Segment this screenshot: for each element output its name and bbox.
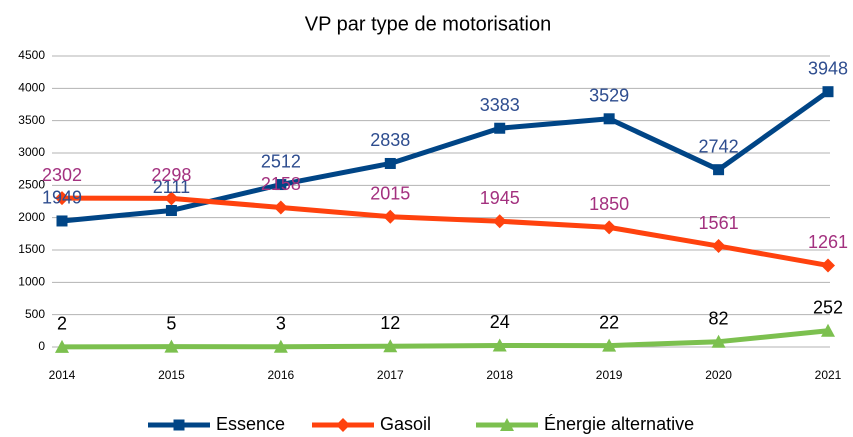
data-label: 1850 — [589, 194, 629, 214]
data-point — [165, 204, 177, 216]
data-point — [55, 191, 69, 206]
x-tick-label: 2015 — [158, 368, 185, 382]
data-label: 3529 — [589, 86, 629, 106]
data-label: 1949 — [42, 188, 82, 208]
data-label: 1561 — [699, 213, 739, 233]
data-label: 2298 — [151, 165, 191, 185]
data-label: 3948 — [808, 58, 848, 78]
data-label: 1261 — [808, 232, 848, 252]
data-point — [711, 334, 726, 348]
data-label: 3 — [276, 314, 286, 334]
data-label: 2 — [57, 314, 67, 334]
legend-marker — [336, 418, 350, 432]
data-point — [713, 164, 725, 176]
x-tick-label: 2014 — [49, 368, 76, 382]
data-point — [56, 215, 68, 227]
data-label: 22 — [599, 312, 619, 332]
data-label: 2111 — [153, 177, 190, 197]
data-label: 82 — [709, 308, 729, 328]
data-point — [383, 209, 398, 224]
data-point — [273, 200, 288, 215]
data-point — [492, 338, 507, 352]
data-point — [711, 239, 726, 254]
data-point — [494, 122, 506, 134]
x-tick-label: 2019 — [596, 368, 623, 382]
series-line — [61, 89, 830, 224]
series-line — [61, 195, 829, 268]
legend-label: Gasoil — [380, 414, 431, 434]
data-point — [492, 214, 507, 229]
data-point — [822, 86, 834, 98]
data-point — [384, 157, 396, 169]
data-label: 24 — [490, 312, 510, 332]
x-tick-label: 2018 — [486, 368, 513, 382]
data-point — [55, 339, 69, 353]
x-tick-label: 2021 — [815, 368, 842, 382]
data-point — [273, 339, 288, 353]
y-tick-label: 2500 — [18, 178, 45, 192]
y-tick-label: 2000 — [18, 210, 45, 224]
y-tick-label: 4500 — [18, 48, 45, 62]
y-tick-label: 3000 — [18, 145, 45, 159]
data-point — [164, 191, 179, 206]
data-label: 2015 — [370, 183, 410, 203]
data-point — [603, 113, 615, 125]
chart-title: VP par type de motorisation — [305, 13, 551, 35]
y-tick-label: 1000 — [18, 275, 45, 289]
data-label: 2512 — [261, 151, 301, 171]
data-label: 2838 — [370, 130, 410, 150]
data-point — [821, 323, 835, 337]
data-point — [383, 339, 398, 353]
y-tick-label: 4000 — [18, 81, 45, 95]
data-point — [275, 179, 287, 191]
data-label: 3383 — [480, 95, 520, 115]
data-label: 2742 — [699, 136, 739, 156]
legend-label: Essence — [216, 414, 285, 434]
data-label: 1945 — [480, 188, 520, 208]
data-label: 5 — [166, 313, 176, 333]
data-point — [602, 338, 617, 352]
legend-marker — [500, 418, 514, 431]
x-tick-label: 2017 — [377, 368, 404, 382]
y-tick-label: 3500 — [18, 113, 45, 127]
data-point — [602, 220, 617, 235]
x-tick-label: 2016 — [268, 368, 295, 382]
y-tick-label: 1500 — [18, 242, 45, 256]
data-label: 252 — [813, 297, 843, 317]
legend-marker — [173, 419, 185, 431]
data-point — [164, 339, 179, 353]
legend-label: Énergie alternative — [544, 414, 694, 434]
y-tick-label: 500 — [25, 307, 45, 321]
data-point — [821, 258, 835, 273]
series-line — [61, 328, 829, 350]
x-tick-label: 2020 — [705, 368, 732, 382]
data-label: 2302 — [42, 165, 82, 185]
data-label: 2158 — [261, 174, 301, 194]
data-label: 12 — [380, 313, 400, 333]
y-tick-label: 0 — [38, 339, 45, 353]
